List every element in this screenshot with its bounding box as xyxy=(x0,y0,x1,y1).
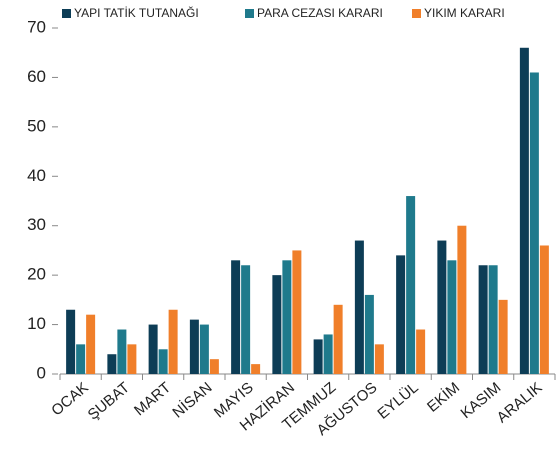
x-tick-label: ARALIK xyxy=(494,379,546,426)
legend-label: PARA CEZASI KARARI xyxy=(257,6,383,20)
bar xyxy=(313,339,323,374)
x-tick-label: EKİM xyxy=(423,378,463,415)
y-tick-label: 0 xyxy=(37,363,46,382)
bar xyxy=(488,265,498,374)
bar xyxy=(354,240,364,374)
bar xyxy=(406,196,416,374)
bar xyxy=(148,324,158,374)
bar xyxy=(127,344,137,374)
bar xyxy=(374,344,384,374)
y-tick-label: 20 xyxy=(27,265,46,284)
bar xyxy=(529,72,539,374)
bar xyxy=(251,364,261,374)
bar xyxy=(437,240,447,374)
x-tick-label: MART xyxy=(131,379,174,419)
bar xyxy=(447,260,457,374)
x-tick-label: EYLÜL xyxy=(374,378,422,422)
bar xyxy=(333,304,343,374)
bar xyxy=(539,245,549,374)
y-tick-label: 40 xyxy=(27,166,46,185)
bar xyxy=(396,255,406,374)
x-tick-label: ŞUBAT xyxy=(85,379,133,423)
bar xyxy=(478,265,488,374)
bar xyxy=(168,309,178,374)
bar xyxy=(272,275,282,374)
bar xyxy=(498,299,508,374)
bar xyxy=(189,319,199,374)
bar xyxy=(364,294,374,374)
bar xyxy=(519,47,529,375)
bar xyxy=(199,324,209,374)
bar xyxy=(158,349,168,374)
x-tick-label: OCAK xyxy=(48,379,91,419)
x-tick-label: NİSAN xyxy=(169,378,216,421)
bar xyxy=(209,359,219,374)
bar xyxy=(292,250,302,374)
y-tick-label: 30 xyxy=(27,215,46,234)
legend-swatch xyxy=(245,9,254,18)
y-tick-label: 10 xyxy=(27,314,46,333)
bar xyxy=(241,265,251,374)
legend-swatch xyxy=(412,9,421,18)
y-tick-label: 70 xyxy=(27,17,46,36)
bar xyxy=(86,314,96,374)
bar xyxy=(457,225,467,374)
legend-label: YAPI TATİK TUTANAĞI xyxy=(74,5,199,20)
bar xyxy=(117,329,127,374)
bar xyxy=(282,260,292,374)
y-tick-label: 50 xyxy=(27,116,46,135)
bar xyxy=(76,344,86,374)
bar xyxy=(323,334,333,374)
legend-label: YIKIM KARARI xyxy=(424,6,505,20)
legend-swatch xyxy=(62,9,71,18)
bar xyxy=(231,260,241,374)
bar xyxy=(416,329,426,374)
bar xyxy=(66,309,76,374)
y-tick-label: 60 xyxy=(27,67,46,86)
bar xyxy=(107,354,117,374)
